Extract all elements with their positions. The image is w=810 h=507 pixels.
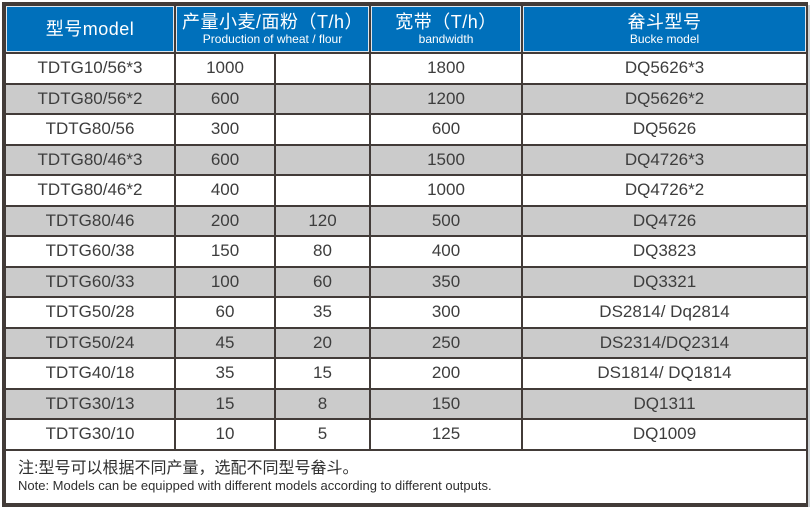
cell-model: TDTG60/33: [4, 265, 176, 298]
table-row: TDTG80/46*3 600 1500 DQ4726*3: [4, 143, 809, 176]
cell-bandwidth: 250: [369, 326, 524, 359]
cell-bandwidth: 1500: [369, 143, 524, 176]
cell-wheat: 1000: [174, 52, 276, 85]
header-bucket-zh: 畚斗型号: [627, 12, 702, 33]
note-text-en: Note: Models can be equipped with differ…: [18, 477, 492, 493]
cell-bucket: DQ1009: [521, 418, 809, 451]
table-row: TDTG10/56*3 1000 1800 DQ5626*3: [4, 52, 809, 85]
cell-flour: [273, 174, 372, 207]
cell-bucket: DQ4726*3: [521, 143, 809, 176]
table-header: 型号model 产量小麦/面粉（T/h） Production of wheat…: [4, 4, 809, 54]
cell-bucket: DS1814/ DQ1814: [521, 357, 809, 390]
cell-bucket: DQ4726*2: [521, 174, 809, 207]
cell-wheat: 45: [174, 326, 276, 359]
cell-bandwidth: 125: [369, 418, 524, 451]
cell-bandwidth: 1200: [369, 82, 524, 115]
header-cell-production: 产量小麦/面粉（T/h） Production of wheat / flour: [173, 4, 372, 54]
cell-model: TDTG30/13: [4, 387, 176, 420]
cell-flour: 35: [273, 296, 372, 329]
cell-flour: 15: [273, 357, 372, 390]
table-row: TDTG80/46 200 120 500 DQ4726: [4, 204, 809, 237]
table-row: TDTG80/56*2 600 1200 DQ5626*2: [4, 82, 809, 115]
header-cell-bandwidth: 宽带（T/h） bandwidth: [369, 4, 524, 54]
cell-flour: [273, 82, 372, 115]
table-row: TDTG40/18 35 15 200 DS1814/ DQ1814: [4, 357, 809, 390]
table-row: TDTG50/24 45 20 250 DS2314/DQ2314: [4, 326, 809, 359]
cell-model: TDTG80/56: [4, 113, 176, 146]
cell-wheat: 15: [174, 387, 276, 420]
header-production-en: Production of wheat / flour: [202, 31, 343, 46]
table-row: TDTG60/38 150 80 400 DQ3823: [4, 235, 809, 268]
note-text-zh: 注:型号可以根据不同产量，选配不同型号畚斗。: [18, 460, 359, 478]
model-spec-table: 型号model 产量小麦/面粉（T/h） Production of wheat…: [3, 4, 809, 505]
header-production-zh: 产量小麦/面粉（T/h）: [182, 12, 364, 33]
cell-wheat: 35: [174, 357, 276, 390]
cell-wheat: 600: [174, 82, 276, 115]
cell-flour: 8: [273, 387, 372, 420]
cell-wheat: 10: [174, 418, 276, 451]
cell-model: TDTG80/46*2: [4, 174, 176, 207]
header-bandwidth-zh: 宽带（T/h）: [395, 12, 497, 33]
cell-model: TDTG80/46*3: [4, 143, 176, 176]
table-row: TDTG30/10 10 5 125 DQ1009: [4, 418, 809, 451]
cell-wheat: 300: [174, 113, 276, 146]
cell-bucket: DQ5626*3: [521, 52, 809, 85]
cell-bucket: DQ3321: [521, 265, 809, 298]
cell-bucket: DQ5626*2: [521, 82, 809, 115]
table-row: TDTG30/13 15 8 150 DQ1311: [4, 387, 809, 420]
cell-model: TDTG10/56*3: [4, 52, 176, 85]
cell-model: TDTG30/10: [4, 418, 176, 451]
table-row: TDTG60/33 100 60 350 DQ3321: [4, 265, 809, 298]
cell-model: TDTG40/18: [4, 357, 176, 390]
cell-bucket: DQ1311: [521, 387, 809, 420]
cell-model: TDTG50/24: [4, 326, 176, 359]
header-bandwidth-en: bandwidth: [418, 31, 474, 46]
cell-bandwidth: 1800: [369, 52, 524, 85]
cell-wheat: 400: [174, 174, 276, 207]
cell-flour: [273, 52, 372, 85]
cell-model: TDTG60/38: [4, 235, 176, 268]
cell-wheat: 60: [174, 296, 276, 329]
cell-bandwidth: 200: [369, 357, 524, 390]
table-row: TDTG80/46*2 400 1000 DQ4726*2: [4, 174, 809, 207]
cell-bucket: DS2814/ Dq2814: [521, 296, 809, 329]
header-row: 型号model 产量小麦/面粉（T/h） Production of wheat…: [4, 4, 809, 54]
cell-wheat: 600: [174, 143, 276, 176]
cell-flour: [273, 113, 372, 146]
table-row: TDTG50/28 60 35 300 DS2814/ Dq2814: [4, 296, 809, 329]
table-body: TDTG10/56*3 1000 1800 DQ5626*3 TDTG80/56…: [4, 52, 809, 451]
cell-bandwidth: 350: [369, 265, 524, 298]
header-model-label: 型号model: [45, 19, 135, 39]
cell-bandwidth: 300: [369, 296, 524, 329]
cell-bandwidth: 600: [369, 113, 524, 146]
cell-flour: 60: [273, 265, 372, 298]
cell-model: TDTG80/56*2: [4, 82, 176, 115]
cell-flour: [273, 143, 372, 176]
cell-wheat: 100: [174, 265, 276, 298]
header-cell-model: 型号model: [4, 4, 176, 54]
cell-model: TDTG80/46: [4, 204, 176, 237]
table-row: TDTG80/56 300 600 DQ5626: [4, 113, 809, 146]
cell-bandwidth: 400: [369, 235, 524, 268]
cell-flour: 80: [273, 235, 372, 268]
header-cell-bucket: 畚斗型号 Bucke model: [521, 4, 809, 54]
cell-bandwidth: 1000: [369, 174, 524, 207]
cell-flour: 5: [273, 418, 372, 451]
cell-bucket: DQ5626: [521, 113, 809, 146]
cell-bucket: DS2314/DQ2314: [521, 326, 809, 359]
cell-bandwidth: 150: [369, 387, 524, 420]
header-bucket-en: Bucke model: [629, 31, 700, 46]
cell-bucket: DQ4726: [521, 204, 809, 237]
cell-model: TDTG50/28: [4, 296, 176, 329]
cell-flour: 120: [273, 204, 372, 237]
cell-bandwidth: 500: [369, 204, 524, 237]
cell-flour: 20: [273, 326, 372, 359]
cell-bucket: DQ3823: [521, 235, 809, 268]
cell-wheat: 150: [174, 235, 276, 268]
cell-wheat: 200: [174, 204, 276, 237]
